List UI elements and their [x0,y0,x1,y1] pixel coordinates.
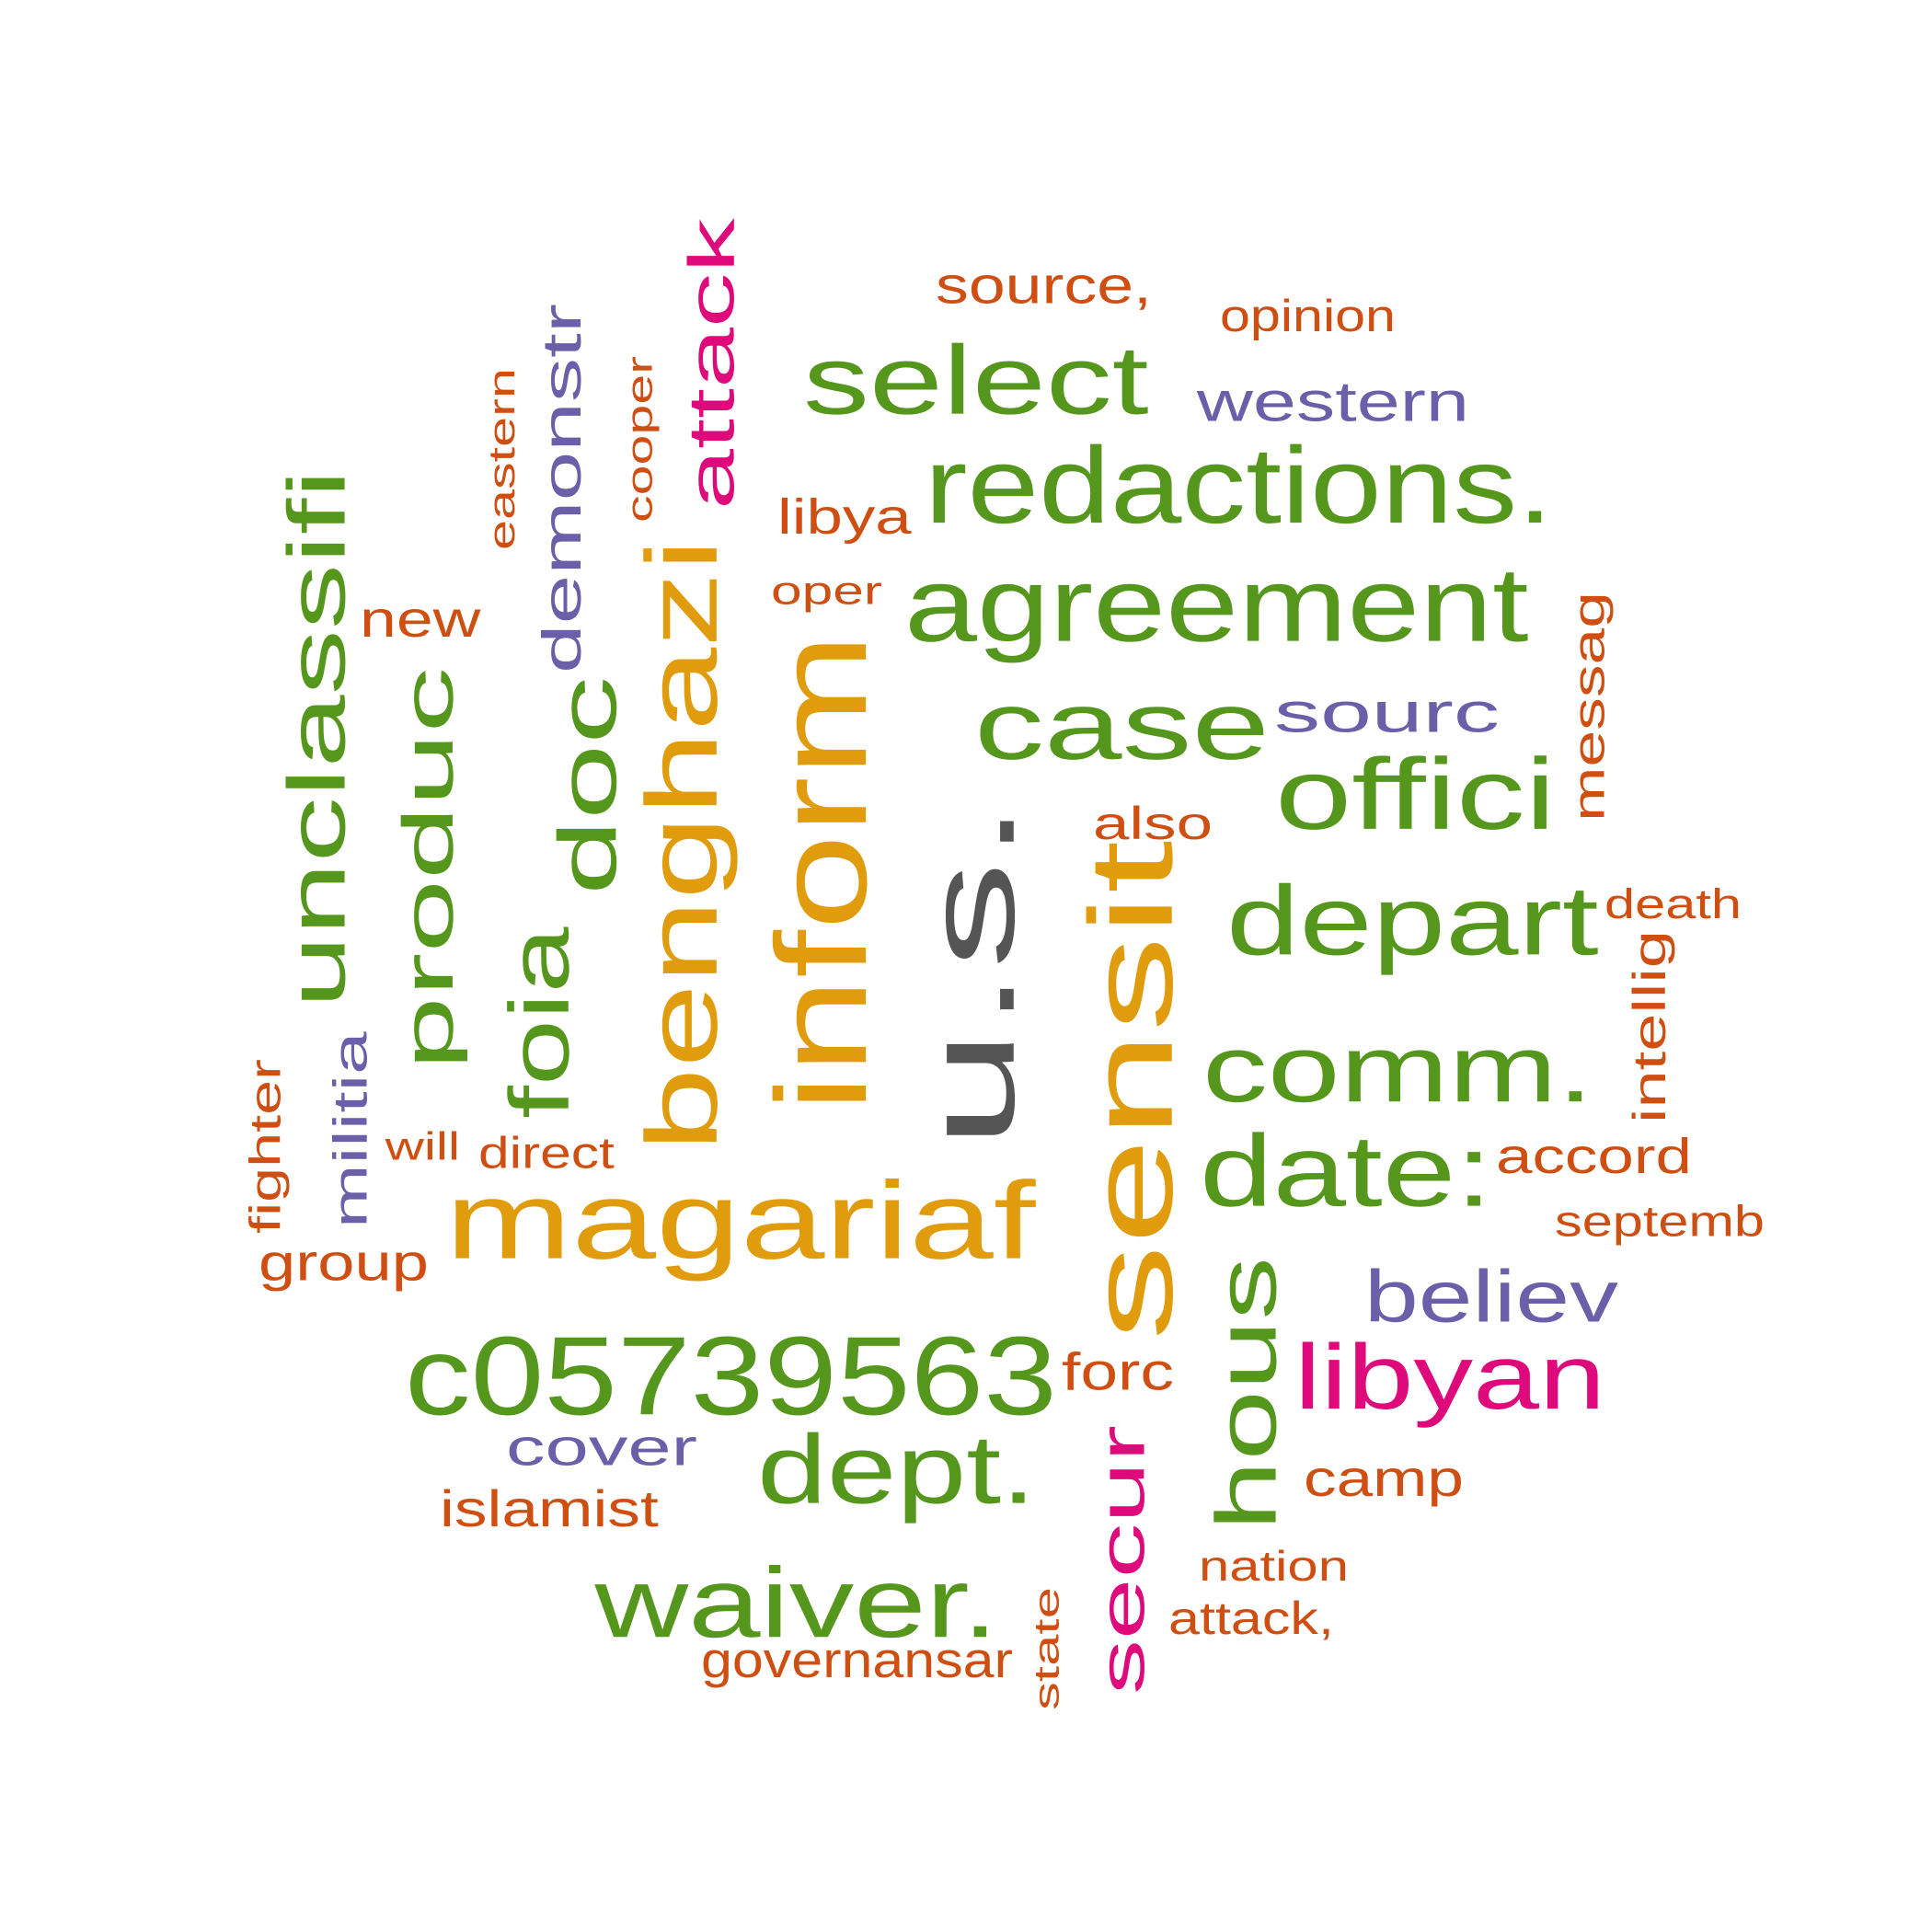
word-u-s: u.s. [899,801,1041,1149]
word-camp: camp [1304,1449,1464,1507]
word-sourc: sourc [1274,681,1500,744]
word-oper: oper [771,569,882,613]
word-date: date: [1200,1114,1492,1228]
word-doc: doc [542,676,634,895]
word-death: death [1604,881,1742,928]
word-septemb: septemb [1555,1197,1765,1246]
word-accord: accord [1496,1129,1692,1184]
word-state: state [1026,1587,1065,1710]
word-hous: hous [1199,1257,1294,1531]
word-offici: offici [1275,737,1556,850]
word-islamist: islamist [440,1480,659,1537]
word-sensit: sensit [1064,840,1197,1340]
word-forc: forc [1062,1342,1174,1401]
word-libya: libya [777,489,912,545]
word-attack: attack, [1168,1592,1334,1643]
word-source: source, [936,257,1152,315]
word-c05739563: c05739563 [405,1314,1057,1438]
word-new: new [360,591,481,648]
word-secur: secur [1086,1425,1157,1695]
word-inform: inform [750,633,894,1112]
word-foia: foia [491,926,586,1119]
word-opinion: opinion [1220,291,1396,341]
word-attack: attack [675,218,748,510]
word-group: group [259,1233,429,1291]
word-will: will [384,1124,460,1168]
word-comm: comm. [1202,1017,1593,1122]
word-cover: cover [506,1420,697,1477]
word-believ: believ [1364,1255,1618,1337]
word-produc: produc [388,667,467,1070]
word-libyan: libyan [1294,1326,1605,1429]
word-benghazi: benghazi [625,538,738,1152]
word-governansar: governansar [701,1633,1013,1688]
word-direct: direct [478,1127,615,1178]
word-fighter: fighter [242,1059,290,1234]
word-dept: dept. [757,1414,1036,1524]
word-waiver: waiver. [593,1547,998,1658]
word-select: select [803,326,1149,434]
word-nation: nation [1199,1543,1349,1590]
word-demonstr: demonstr [532,304,592,673]
word-magariaf: magariaf [445,1159,1037,1282]
word-depart: depart [1226,866,1599,976]
word-intellig: intellig [1625,930,1675,1123]
word-case: case [974,672,1270,780]
word-agreement: agreement [904,546,1529,663]
word-redactions: redactions. [925,425,1553,546]
word-also: also [1093,797,1213,848]
word-unclassifi: unclassifi [272,469,362,1008]
word-eastern: eastern [481,368,523,550]
word-cooper: cooper [619,356,660,523]
word-western: western [1196,370,1469,433]
word-messag: messag [1564,592,1614,822]
word-militia: militia [324,1031,377,1228]
